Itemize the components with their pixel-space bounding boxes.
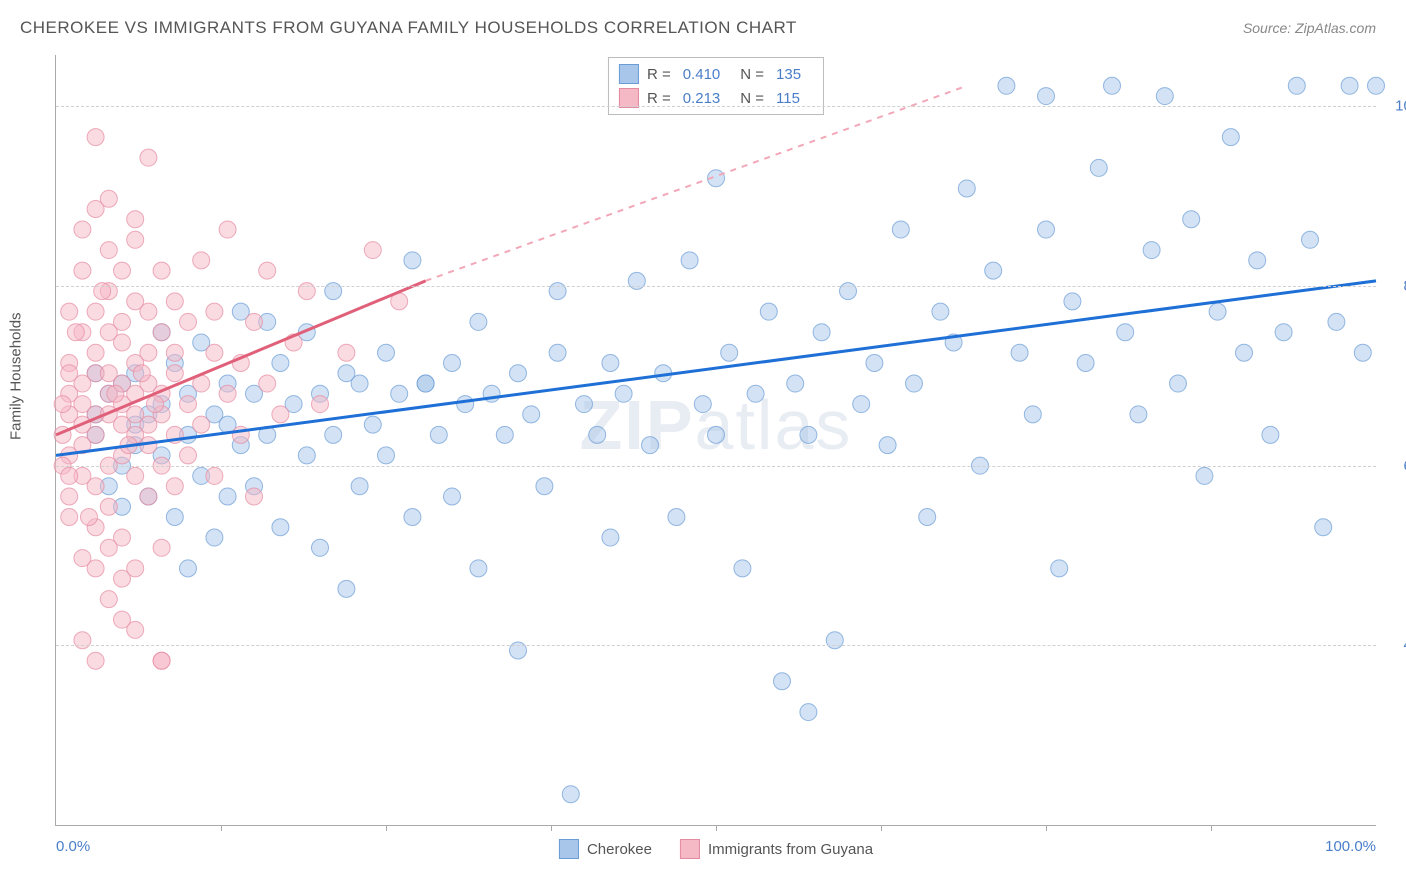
legend-label-guyana: Immigrants from Guyana bbox=[708, 841, 873, 858]
swatch-cherokee-bottom bbox=[559, 839, 579, 859]
y-axis-title: Family Households bbox=[8, 312, 25, 440]
source-label: Source: ZipAtlas.com bbox=[1243, 20, 1376, 36]
x-tick-label: 100.0% bbox=[1325, 838, 1376, 855]
bottom-legend: Cherokee Immigrants from Guyana bbox=[559, 839, 873, 859]
chart-area: Family Households ZIPatlas R = 0.410 N =… bbox=[55, 55, 1376, 826]
swatch-guyana-bottom bbox=[680, 839, 700, 859]
chart-title: CHEROKEE VS IMMIGRANTS FROM GUYANA FAMIL… bbox=[20, 18, 797, 38]
x-tick-label: 0.0% bbox=[56, 838, 90, 855]
plot-svg bbox=[56, 55, 1376, 825]
y-tick-label: 100.0% bbox=[1395, 98, 1406, 115]
legend-label-cherokee: Cherokee bbox=[587, 841, 652, 858]
legend-item-guyana: Immigrants from Guyana bbox=[680, 839, 873, 859]
legend-item-cherokee: Cherokee bbox=[559, 839, 652, 859]
